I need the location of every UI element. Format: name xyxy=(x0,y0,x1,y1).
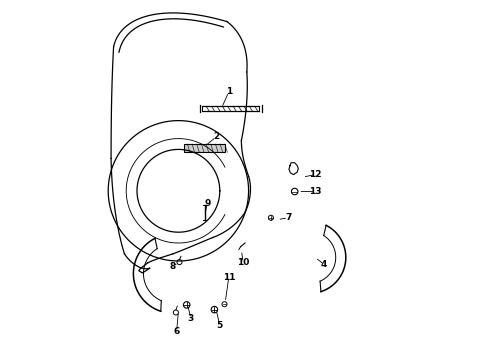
Text: 8: 8 xyxy=(170,262,176,271)
Text: 10: 10 xyxy=(237,258,249,267)
Bar xyxy=(184,144,225,152)
Text: 11: 11 xyxy=(222,273,235,282)
Text: 5: 5 xyxy=(217,321,223,330)
Text: 9: 9 xyxy=(204,199,210,208)
Text: 2: 2 xyxy=(213,132,220,141)
Text: 7: 7 xyxy=(285,213,292,222)
Text: 12: 12 xyxy=(309,170,321,179)
Text: 3: 3 xyxy=(188,314,194,323)
Text: 13: 13 xyxy=(309,187,321,196)
Text: 1: 1 xyxy=(226,87,232,96)
Text: 6: 6 xyxy=(173,328,180,336)
Text: 4: 4 xyxy=(321,260,327,269)
